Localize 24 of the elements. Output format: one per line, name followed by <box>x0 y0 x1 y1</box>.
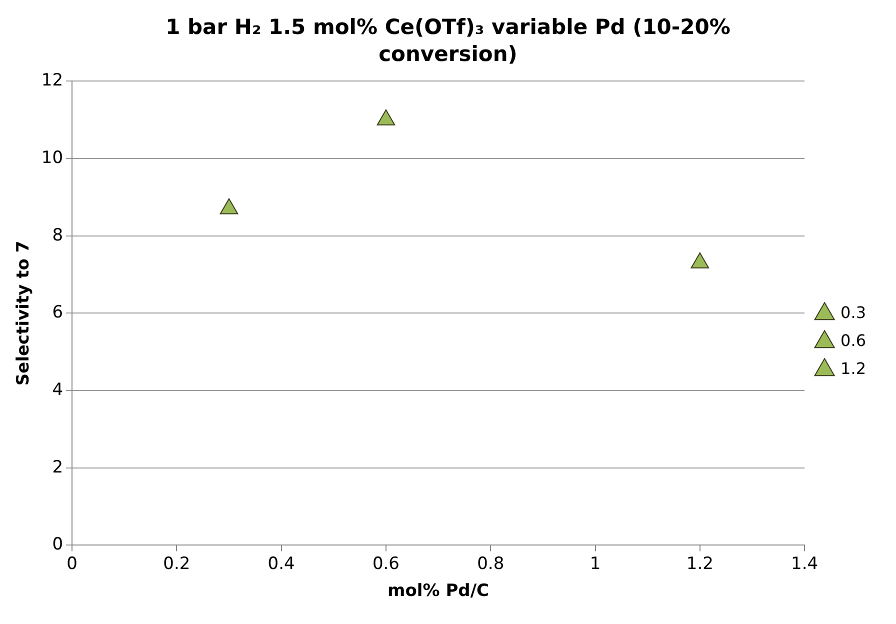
x-tick-label: 0.8 <box>477 554 504 574</box>
y-axis-title: Selectivity to 7 <box>14 240 34 386</box>
x-tick-label: 1.4 <box>791 554 818 574</box>
point <box>220 198 238 214</box>
legend-label: 0.6 <box>840 331 866 350</box>
x-tick-label: 0.2 <box>163 554 190 574</box>
y-tick-label: 10 <box>41 148 64 168</box>
x-tick-label: 0.4 <box>268 554 295 574</box>
x-tick-label: 0 <box>66 554 78 574</box>
x-axis-title: mol% Pd/C <box>388 581 490 602</box>
point <box>690 252 710 268</box>
legend-label: 0.3 <box>840 303 866 322</box>
y-tick-label: 12 <box>41 70 64 91</box>
x-tick-label: 0.6 <box>372 554 400 574</box>
y-tick-label: 2 <box>52 457 64 478</box>
y-tick-label: 6 <box>52 302 64 323</box>
x-tick-label: 1.2 <box>686 554 714 574</box>
y-tick-label: 4 <box>52 380 64 400</box>
x-tick-label: 1 <box>590 554 601 574</box>
chart-title: 1 bar H₂ 1.5 mol% Ce(OTf)₃ variable Pd (10-20% conversion) <box>164 14 732 68</box>
y-tick-label: 8 <box>52 225 64 246</box>
legend-label: 1.2 <box>840 359 866 378</box>
point <box>376 109 396 126</box>
y-tick-label: 0 <box>52 534 64 555</box>
